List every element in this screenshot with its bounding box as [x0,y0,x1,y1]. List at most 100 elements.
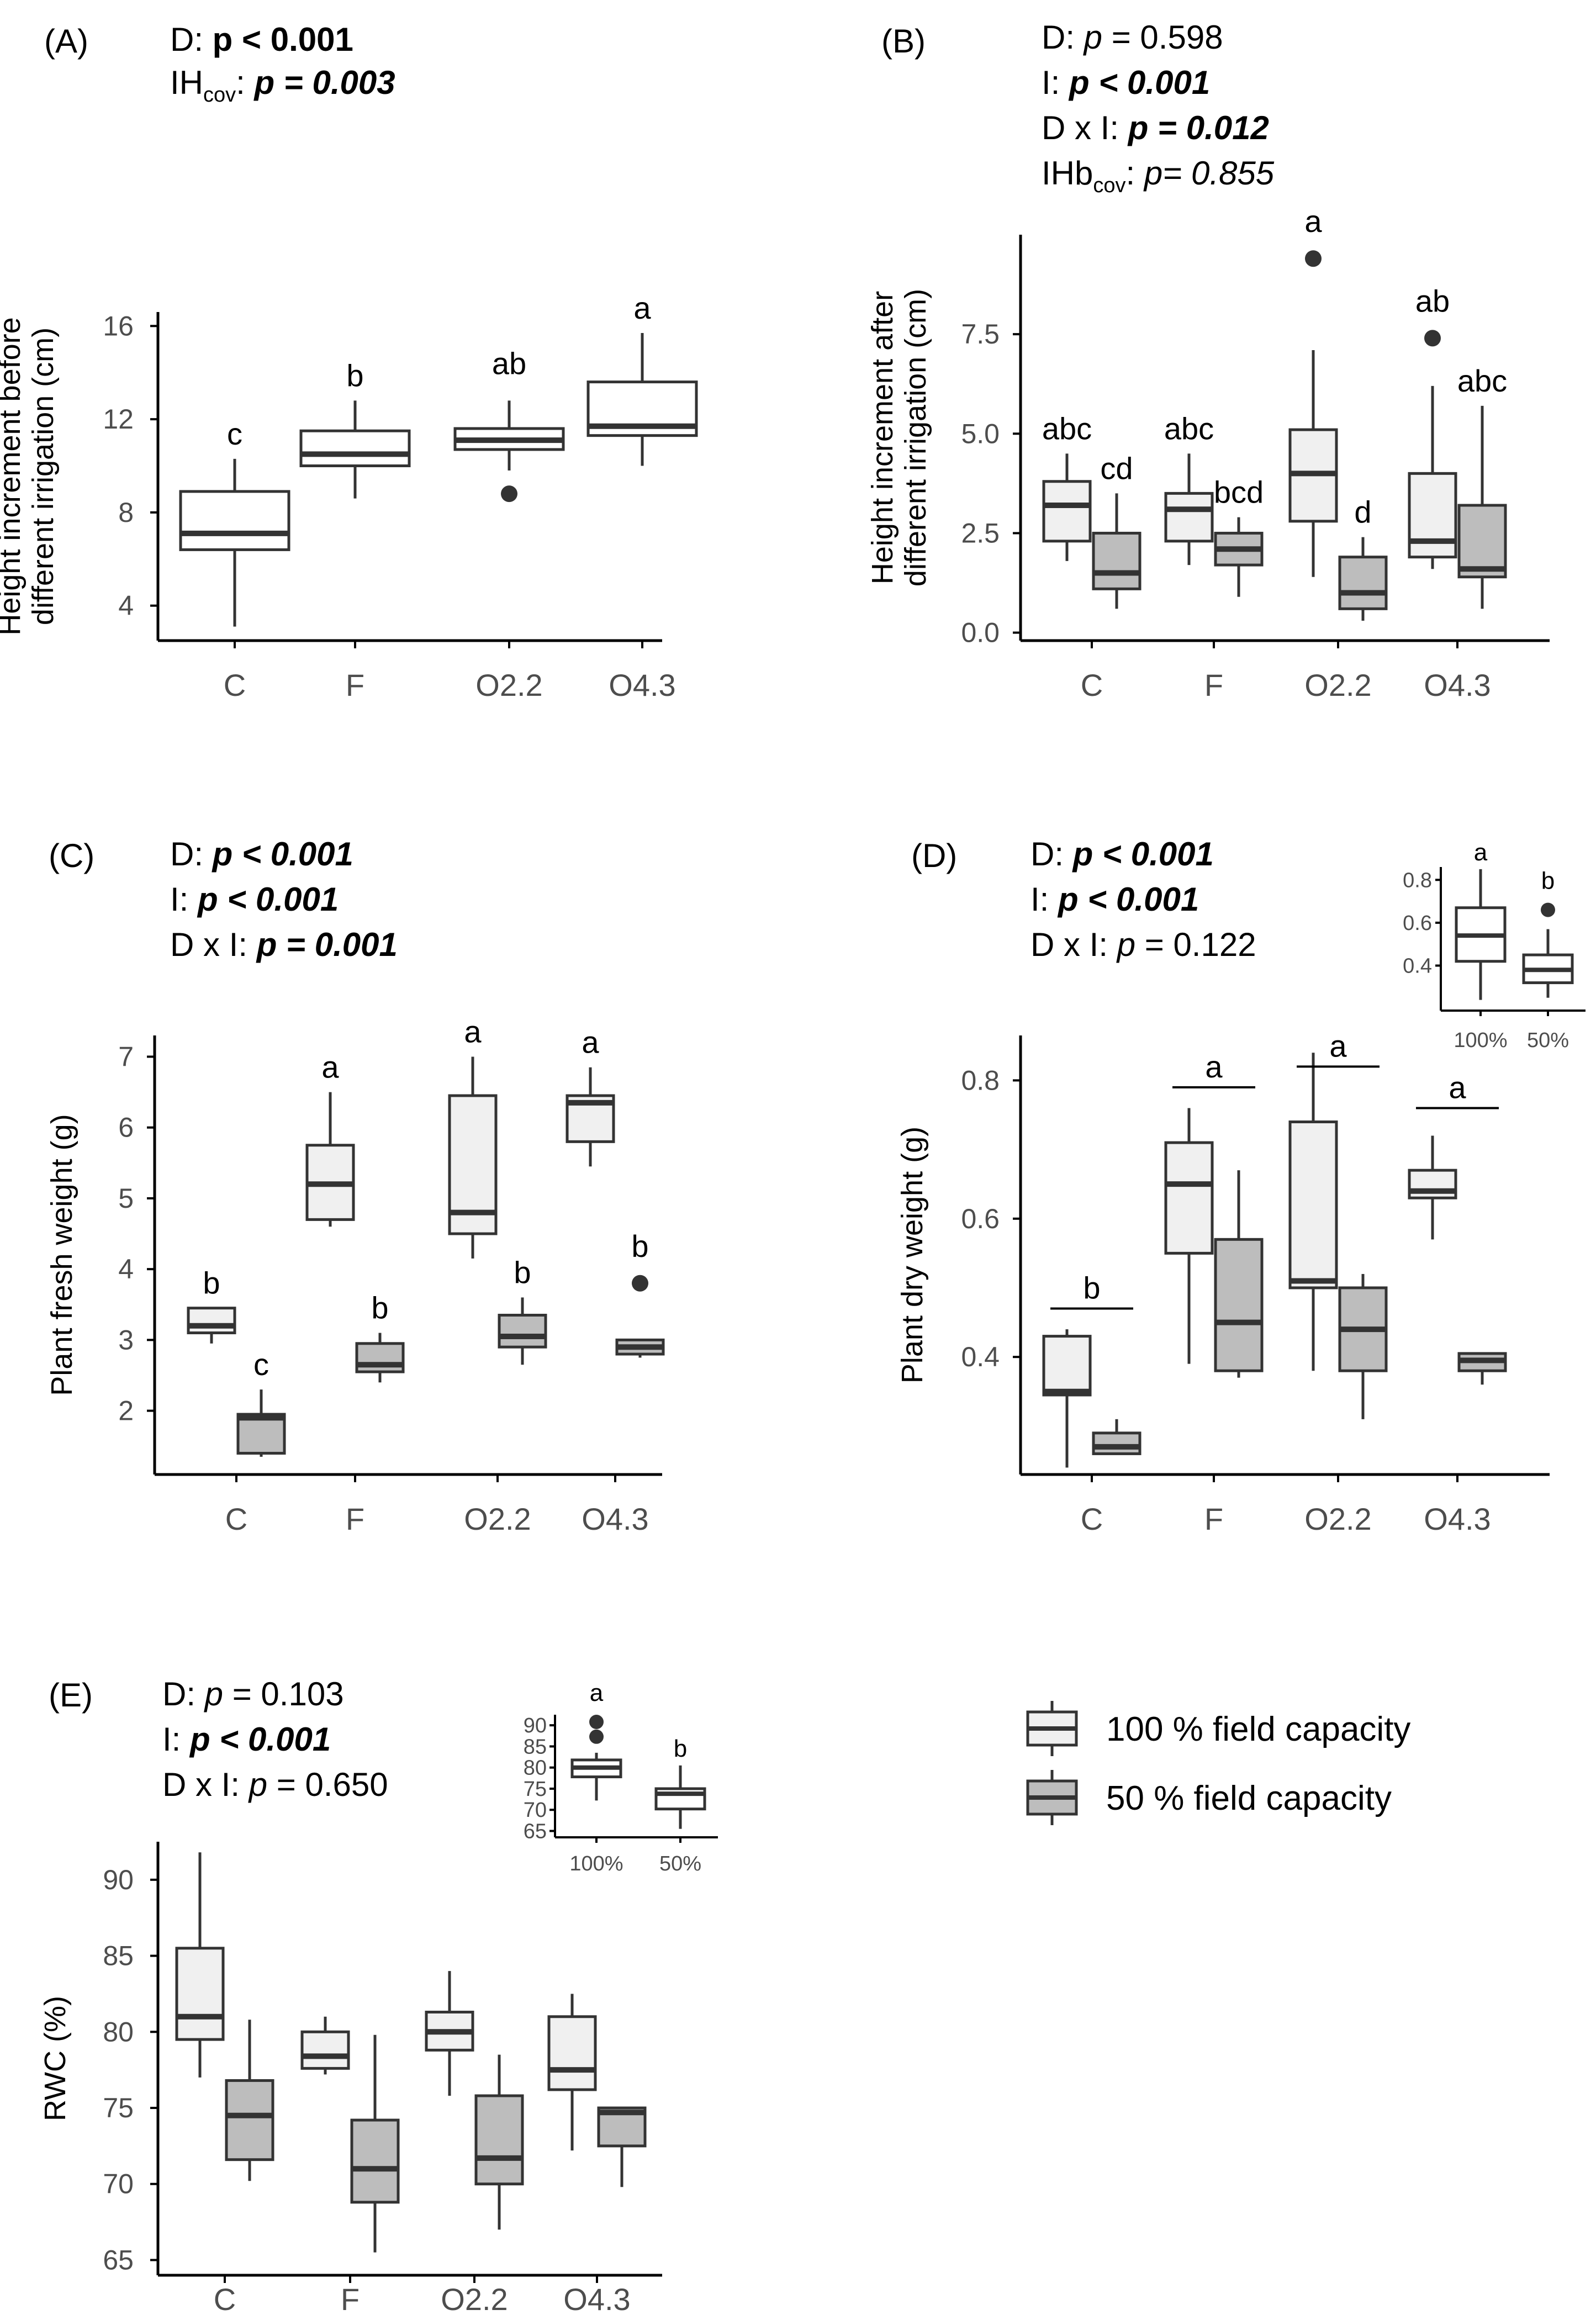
y-tick-label: 8 [118,497,134,528]
box-iqr [187,1307,236,1335]
y-axis-title-line: RWC (%) [39,1996,72,2121]
box-iqr [179,490,290,551]
significance-letter: b [203,1266,220,1301]
box-iqr [1042,480,1092,543]
stat-segment: p = 0.001 [256,926,398,963]
y-tick-label: 0.8 [961,1065,1000,1096]
box-1: b [1522,868,1574,998]
box-iqr [300,2030,350,2070]
y-tick-label: 6 [118,1112,134,1143]
stat-segment: p= 0.855 [1143,155,1275,192]
box-2 [300,2016,350,2075]
panel-label: (D) [911,837,957,874]
stat-segment: : [236,64,254,101]
x-tick-label: O2.2 [464,1502,531,1536]
box-iqr [175,1947,225,2041]
y-tick-label: 0.4 [1403,955,1432,978]
significance-letter: a [1449,1070,1466,1104]
y-tick-label: 85 [103,1941,134,1972]
box-2: ab [453,346,565,503]
box-iqr [1092,531,1141,590]
stat-line-2: I: p < 0.001 [1042,64,1210,101]
x-tick-label: O4.3 [563,2282,630,2315]
group-letter: a [1416,1070,1499,1109]
significance-letter: a [1304,204,1322,239]
y-tick-label: 0.0 [961,617,1000,648]
significance-letter: a [464,1014,482,1049]
box-1: c [236,1347,286,1457]
y-tick-label: 0.8 [1403,869,1432,892]
y-tick-label: 75 [524,1778,547,1801]
stat-segment: cov [203,83,236,107]
significance-letter: a [321,1050,339,1085]
box-iqr [1408,1169,1457,1199]
group-letter: b [1050,1271,1133,1310]
stat-segment: = 0.650 [267,1766,388,1803]
panel-b: (B) D: p = 0.598 I: p < 0.001 D x I: p = 0.… [866,19,1550,702]
y-tick-label: 70 [524,1799,547,1822]
box-2 [1164,1108,1214,1364]
y-tick-label: 7 [118,1041,134,1072]
stat-segment: p [1116,926,1135,963]
box-iqr [1042,1335,1092,1397]
legend-label: 50 % field capacity [1106,1779,1392,1817]
box-2: a [305,1050,355,1227]
x-tick-label: C [224,668,246,702]
significance-letter: d [1354,495,1371,530]
stat-segment: D x I: [1030,926,1117,963]
group-letter: a [1172,1049,1255,1088]
x-tick-label: F [341,2282,360,2315]
y-axis-title: Plant dry weight (g) [896,1127,929,1383]
stat-segment: p < 0.001 [1072,836,1214,873]
box-6: a [566,1025,615,1167]
y-tick-label: 65 [524,1820,547,1843]
x-tick-label: O4.3 [609,668,675,702]
box-1: b [299,358,411,499]
x-tick-label: F [346,1502,364,1536]
stat-segment: p < 0.001 [1068,64,1210,101]
y-tick-label: 4 [118,1254,134,1285]
box-iqr [350,2118,400,2204]
stat-line-4: IHbcov: p= 0.855 [1042,155,1275,197]
stat-segment: = 0.598 [1102,19,1223,56]
y-tick-label: 2.5 [961,517,1000,548]
y-axis-title-line: Height increment after [866,291,899,584]
x-tick-label: 50% [1527,1029,1569,1052]
box-4: a [1288,204,1338,577]
y-tick-label: 5 [118,1183,134,1214]
stat-segment: p [248,1766,267,1803]
significance-letter: ab [492,346,526,380]
box-3: b [355,1291,405,1383]
box-0: a [1455,839,1507,1000]
stat-segment: D: [162,1676,205,1713]
stat-segment: = 0.122 [1135,926,1256,963]
box-iqr [236,1413,286,1455]
significance-letter: b [514,1255,531,1289]
outlier-point [589,1729,604,1744]
stat-segment: D x I: [1042,109,1128,146]
significance-letter: b [1541,868,1555,895]
significance-letter: b [1083,1271,1100,1306]
y-tick-label: 85 [524,1735,547,1758]
y-tick-label: 5.0 [961,418,1000,449]
stat-line-3: D x I: p = 0.650 [162,1766,388,1803]
x-tick-label: F [1204,668,1223,702]
legend-item: 50 % field capacity [1026,1770,1392,1825]
significance-letter: b [631,1229,648,1264]
stat-segment: p [1083,19,1102,56]
x-tick-label: 50% [659,1852,701,1875]
y-tick-label: 4 [118,590,134,621]
stat-segment: p < 0.001 [197,881,339,918]
stat-segment: D x I: [170,926,257,963]
y-tick-label: 80 [103,2016,134,2047]
x-tick-label: O4.3 [1424,668,1491,702]
box-5: b [498,1255,547,1365]
panel-a: (A) D: p < 0.001 IHcov: p = 0.003 Height in… [0,21,698,702]
panel-e: (E) D: p = 0.103 I: p < 0.001 D x I: p = 0.… [39,1676,718,2315]
stat-segment: p < 0.001 [213,21,353,58]
y-axis-title: Height increment afterdifferent irrigati… [866,289,932,586]
panel-label: (C) [49,837,94,874]
stat-segment: p < 0.001 [1057,881,1199,918]
